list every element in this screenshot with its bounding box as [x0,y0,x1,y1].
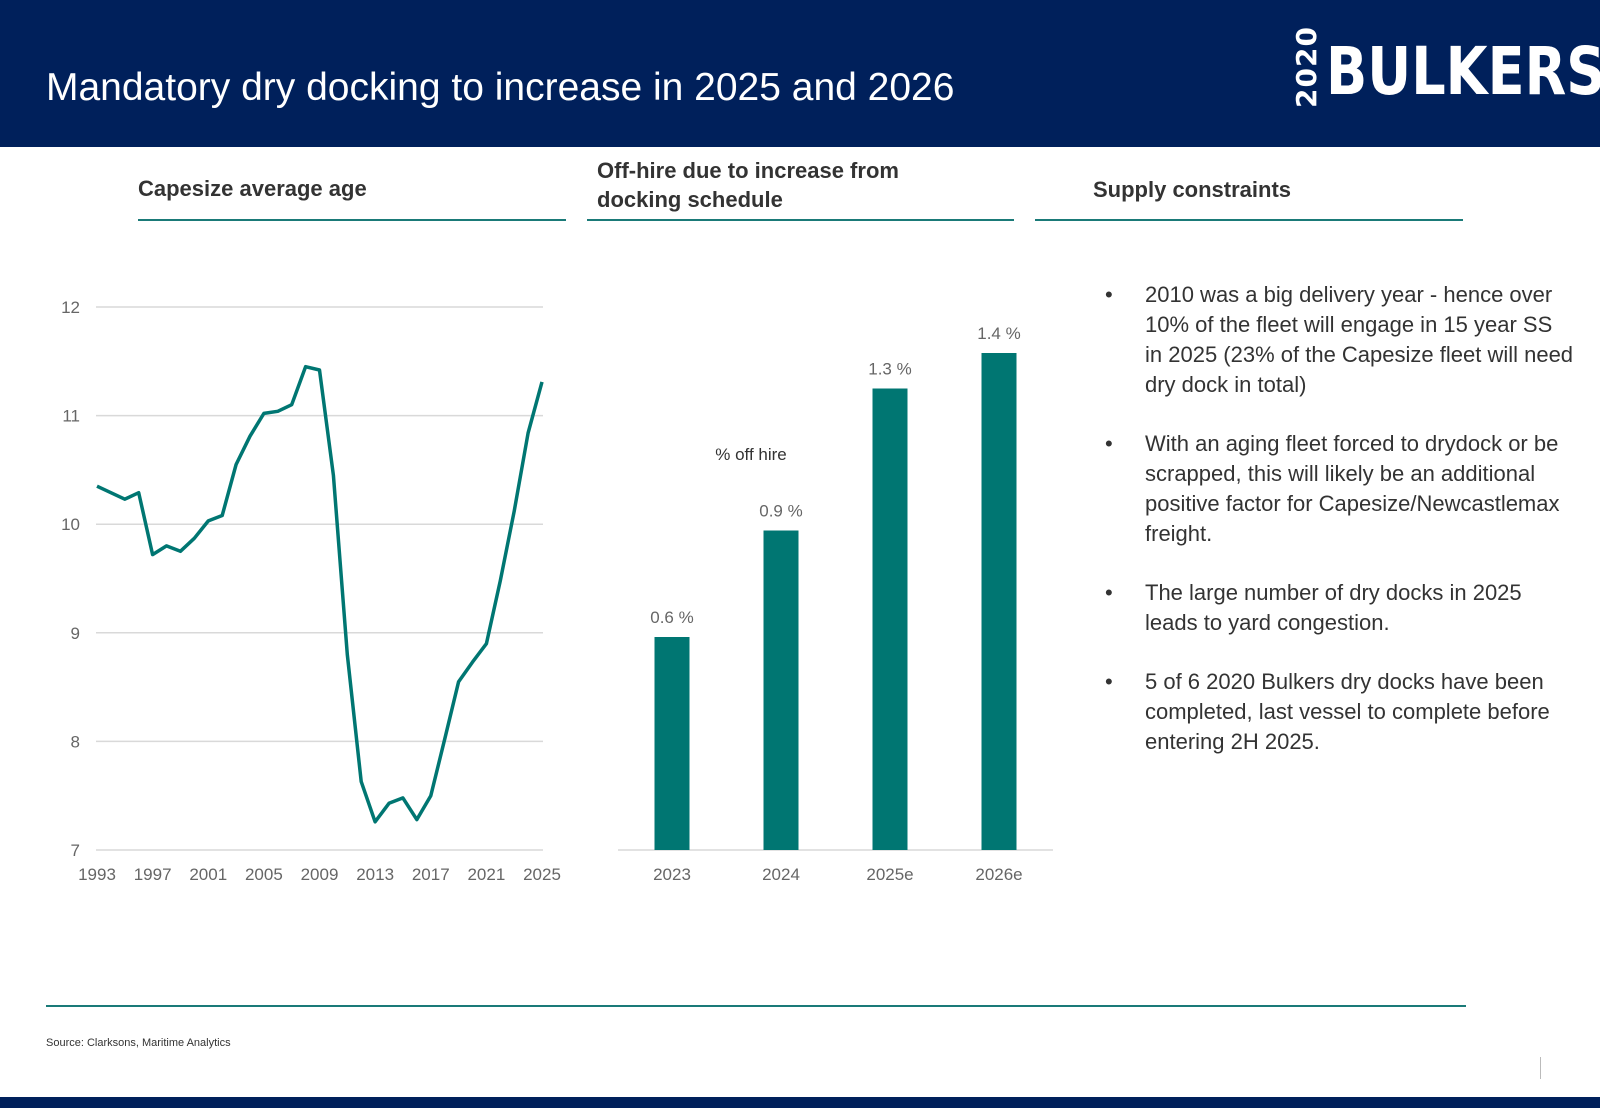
age-series-line [96,364,544,824]
bullet-item: • 2010 was a big delivery year - hence ov… [1105,280,1575,400]
right-panel-rule [1035,219,1463,221]
bullet-text: 5 of 6 2020 Bulkers dry docks have been … [1145,669,1550,754]
bullet-dot: • [1105,282,1113,307]
header-bar [0,0,1600,147]
bullet-dot: • [1105,580,1113,605]
company-logo: 2020 BULKERS [1290,26,1600,112]
bullet-text: With an aging fleet forced to drydock or… [1145,431,1560,546]
bullet-dot: • [1105,669,1113,694]
x-tick-label: 2025 [523,865,561,884]
x-tick-label: 2021 [467,865,505,884]
middle-panel-title-line2: docking schedule [597,187,783,212]
bullet-text: 2010 was a big delivery year - hence ove… [1145,282,1574,397]
bar-category-label: 2025e [866,865,913,884]
left-panel-rule [138,219,566,221]
bottom-bar [0,1097,1600,1108]
right-panel-title: Supply constraints [1093,177,1292,202]
bar-category-label: 2024 [762,865,800,884]
middle-panel-title-line1: Off-hire due to increase from [597,158,899,183]
x-tick-label: 2017 [412,865,450,884]
bar-category-label: 2023 [653,865,691,884]
bar-value-label: 1.4 % [977,324,1020,343]
logo-word: BULKERS [1326,33,1600,110]
series-label: % off hire [715,445,787,464]
slide-title: Mandatory dry docking to increase in 202… [46,66,955,109]
supply-constraints-list: • 2010 was a big delivery year - hence ov… [1105,280,1575,786]
x-tick-label: 1997 [134,865,172,884]
x-tick-label: 2013 [356,865,394,884]
offhire-bar [981,353,1017,850]
x-tick-label: 1993 [78,865,116,884]
footer-rule [46,1005,1466,1007]
bullet-item: • 5 of 6 2020 Bulkers dry docks have been… [1105,667,1575,757]
left-panel-title: Capesize average age [138,176,367,201]
y-tick-label: 10 [61,515,80,534]
bar-category-label: 2026e [975,865,1022,884]
middle-panel-title: Off-hire due to increase from docking sc… [597,156,899,214]
page-marker [1540,1057,1541,1079]
x-tick-label: 2001 [189,865,227,884]
x-tick-label: 2009 [301,865,339,884]
y-tick-label: 11 [62,407,80,426]
bullet-item: • With an aging fleet forced to drydock o… [1105,429,1575,549]
x-tick-label: 2005 [245,865,283,884]
bar-value-label: 0.6 % [650,608,693,627]
source-note: Source: Clarksons, Maritime Analytics [46,1037,231,1049]
offhire-bar [872,388,908,850]
offhire-bar [763,530,799,850]
bullet-dot: • [1105,431,1113,456]
y-tick-label: 7 [71,841,80,860]
bar-value-label: 1.3 % [868,360,911,379]
offhire-bar-chart: 0.6 % 2023 0.9 % 2024 1.3 % 2025e 1.4 % 2026e % … [618,324,1053,884]
age-line-chart: 7 8 9 10 11 12 1993 1997 2001 2005 2009 2013 2017 202… [61,298,561,884]
bar-value-label: 0.9 % [759,502,802,521]
middle-panel-rule [587,219,1014,221]
y-tick-label: 12 [61,298,80,317]
y-tick-label: 9 [71,624,80,643]
bullet-text: The large number of dry docks in 2025 le… [1145,580,1522,635]
y-tick-label: 8 [71,732,80,751]
bullet-item: • The large number of dry docks in 2025 l… [1105,578,1575,638]
offhire-bar [654,637,690,850]
